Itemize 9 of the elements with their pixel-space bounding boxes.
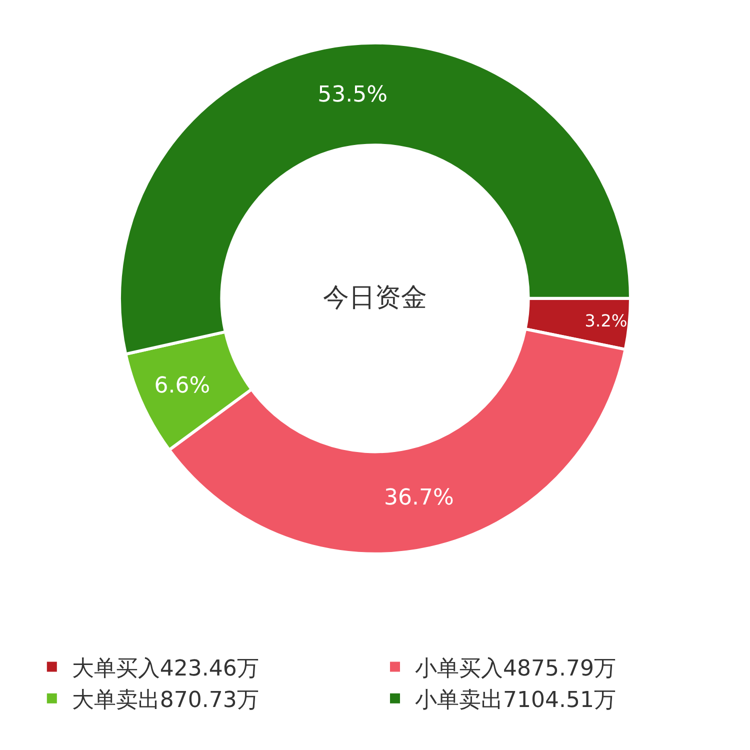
data-label: 53.5%	[318, 82, 388, 108]
legend-label: 小单买入4875.79万	[415, 656, 616, 682]
text: 今日资金	[323, 283, 427, 313]
legend-label: 小单卖出7104.51万	[415, 688, 616, 713]
data-label: 6.6%	[154, 374, 210, 399]
data-label: 36.7%	[384, 486, 454, 511]
legend-label: 大单卖出870.73万	[72, 688, 259, 713]
legend-label: 大单买入423.46万	[72, 656, 259, 682]
data-label: 3.2%	[584, 310, 628, 331]
